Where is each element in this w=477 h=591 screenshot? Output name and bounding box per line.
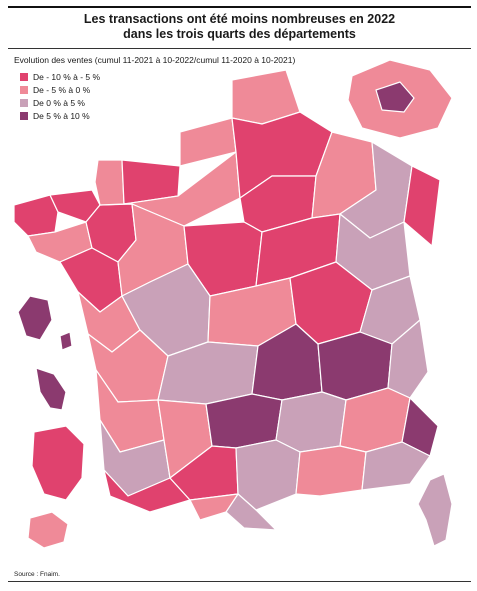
map-title: Les transactions ont été moins nombreuse… — [8, 12, 471, 42]
legend-item-1: De - 10 % à - 5 % — [20, 70, 100, 83]
inset-martinique — [35, 367, 67, 411]
map-subtitle: Evolution des ventes (cumul 11-2021 à 10… — [14, 55, 296, 65]
title-line-2: dans les trois quarts des départements — [123, 27, 356, 41]
region-herault-gard — [235, 439, 301, 511]
legend-swatch-2 — [20, 85, 28, 94]
inset-paris — [375, 81, 415, 113]
region-finistere — [13, 194, 59, 237]
inset-guadeloupe — [17, 295, 53, 341]
legend-label-3: De 0 % à 5 % — [33, 97, 85, 108]
legend-item-4: De 5 % à 10 % — [20, 109, 100, 122]
legend-swatch-1 — [20, 72, 28, 81]
legend-swatch-3 — [20, 98, 28, 107]
region-cantal-aveyron — [205, 393, 283, 449]
region-alsace — [403, 165, 441, 247]
legend-swatch-4 — [20, 111, 28, 120]
region-manche — [94, 159, 125, 206]
region-var — [361, 441, 431, 491]
legend-label-4: De 5 % à 10 % — [33, 110, 90, 121]
legend-label-1: De - 10 % à - 5 % — [33, 71, 101, 82]
region-corse — [417, 473, 453, 547]
title-divider — [8, 48, 471, 49]
legend-item-2: De - 5 % à 0 % — [20, 83, 100, 96]
legend-item-3: De 0 % à 5 % — [20, 96, 100, 109]
source-note: Source : Fnaim. — [14, 571, 60, 578]
inset-reunion — [27, 511, 69, 549]
inset-guyane — [31, 425, 85, 501]
inset-guadeloupe-islet — [59, 331, 73, 351]
top-rule — [8, 6, 471, 8]
region-bouches-du-rhone — [295, 445, 367, 497]
legend-label-2: De - 5 % à 0 % — [33, 84, 91, 95]
region-savoie — [387, 319, 429, 399]
bottom-rule — [8, 581, 471, 582]
title-line-1: Les transactions ont été moins nombreuse… — [83, 12, 396, 26]
region-ardeche-drome — [275, 391, 347, 453]
region-ariege-aude — [189, 493, 239, 521]
legend: De - 10 % à - 5 % De - 5 % à 0 % De 0 % … — [20, 70, 100, 122]
